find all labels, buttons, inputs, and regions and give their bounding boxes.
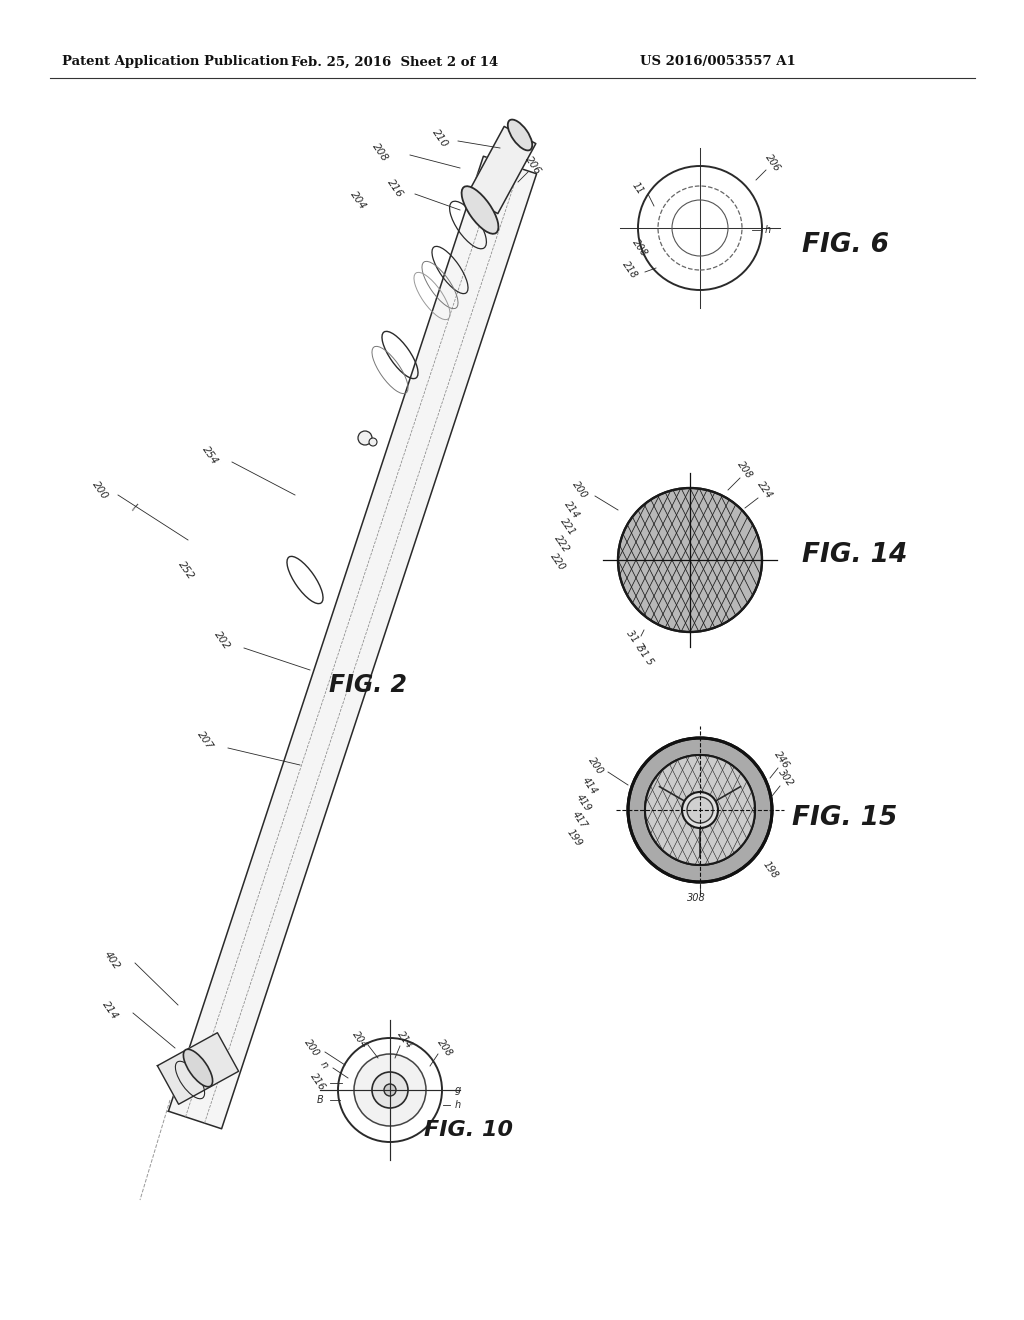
Text: 208: 208 <box>371 141 390 162</box>
Text: 210: 210 <box>430 127 450 149</box>
Text: 208: 208 <box>631 238 649 259</box>
Text: Feb. 25, 2016  Sheet 2 of 14: Feb. 25, 2016 Sheet 2 of 14 <box>292 55 499 69</box>
Text: US 2016/0053557 A1: US 2016/0053557 A1 <box>640 55 796 69</box>
Circle shape <box>645 755 755 865</box>
Text: 214: 214 <box>395 1030 415 1051</box>
Text: FIG. 2: FIG. 2 <box>329 673 407 697</box>
Circle shape <box>369 438 377 446</box>
Text: 31 7: 31 7 <box>625 628 645 652</box>
Text: 204: 204 <box>350 1030 370 1051</box>
Text: 200: 200 <box>90 479 110 502</box>
Text: 402: 402 <box>102 949 122 972</box>
Text: 216: 216 <box>308 1072 328 1093</box>
Text: 208: 208 <box>735 459 755 480</box>
Text: 224: 224 <box>756 479 774 500</box>
Ellipse shape <box>183 1049 213 1086</box>
Text: B: B <box>316 1096 324 1105</box>
Text: FIG. 6: FIG. 6 <box>802 232 889 257</box>
Text: 214: 214 <box>562 499 582 520</box>
Text: FIG. 15: FIG. 15 <box>793 805 898 832</box>
Text: \: \ <box>128 503 137 512</box>
Text: 308: 308 <box>687 894 706 903</box>
Text: Patent Application Publication: Patent Application Publication <box>62 55 289 69</box>
Polygon shape <box>158 1032 239 1105</box>
Text: 207: 207 <box>196 729 215 751</box>
Text: 222: 222 <box>553 533 571 554</box>
Text: 31 5: 31 5 <box>635 643 655 667</box>
Circle shape <box>358 432 372 445</box>
Text: 208: 208 <box>435 1038 455 1059</box>
Text: FIG. 14: FIG. 14 <box>803 543 907 568</box>
Circle shape <box>628 738 772 882</box>
Text: 200: 200 <box>570 479 590 500</box>
Text: g: g <box>455 1085 461 1096</box>
Text: h: h <box>455 1100 461 1110</box>
Text: 206: 206 <box>523 154 543 176</box>
Text: 198: 198 <box>761 859 779 880</box>
Text: 302: 302 <box>776 767 796 788</box>
Text: 202: 202 <box>212 630 231 651</box>
Text: 204: 204 <box>348 189 368 211</box>
Text: 214: 214 <box>100 999 120 1020</box>
Text: 200: 200 <box>302 1038 322 1059</box>
Text: 200: 200 <box>587 755 605 776</box>
Circle shape <box>618 488 762 632</box>
Text: 414: 414 <box>581 775 599 796</box>
Text: 417: 417 <box>570 809 590 830</box>
Text: 419: 419 <box>574 792 594 813</box>
Text: n: n <box>318 1060 330 1071</box>
Circle shape <box>354 1053 426 1126</box>
Polygon shape <box>466 127 536 214</box>
Circle shape <box>682 792 718 828</box>
Ellipse shape <box>508 120 532 150</box>
Text: 11: 11 <box>631 180 646 195</box>
Circle shape <box>687 797 713 822</box>
Text: 252: 252 <box>176 558 196 581</box>
Ellipse shape <box>462 186 499 234</box>
Circle shape <box>372 1072 408 1107</box>
Circle shape <box>384 1084 396 1096</box>
Polygon shape <box>168 156 537 1129</box>
Text: 220: 220 <box>549 552 567 573</box>
Text: 199: 199 <box>564 828 584 849</box>
Text: 254: 254 <box>201 444 220 466</box>
Text: 216: 216 <box>385 177 404 199</box>
Text: 221: 221 <box>558 516 578 537</box>
Text: FIG. 10: FIG. 10 <box>424 1119 512 1140</box>
Text: 218: 218 <box>621 260 639 281</box>
Circle shape <box>645 755 755 865</box>
Text: 206: 206 <box>764 152 782 173</box>
Text: 246: 246 <box>772 750 792 771</box>
Text: h: h <box>765 224 771 235</box>
